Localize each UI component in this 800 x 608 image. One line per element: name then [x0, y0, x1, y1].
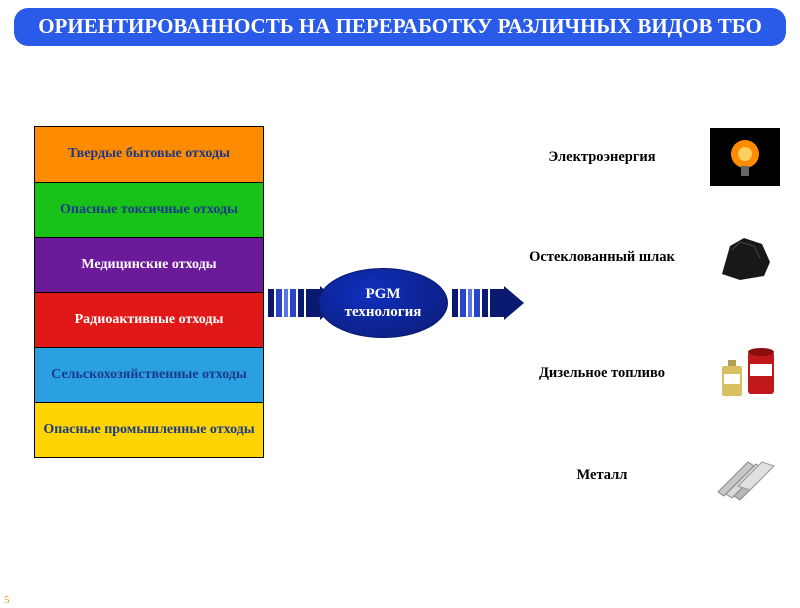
- output-icon-slag: [710, 228, 780, 286]
- page-number: 5: [4, 594, 10, 606]
- output-icon-fuel: [710, 344, 780, 402]
- bulb-icon: [710, 128, 780, 186]
- title-banner: ОРИЕНТИРОВАННОСТЬ НА ПЕРЕРАБОТКУ РАЗЛИЧН…: [14, 8, 786, 46]
- output-row-1: Остеклованный шлак: [500, 222, 780, 292]
- input-row-0: Твердые бытовые отходы: [35, 127, 263, 182]
- output-icon-metal: [710, 446, 780, 504]
- input-row-5: Опасные промышленные отходы: [35, 402, 263, 457]
- metal-icon: [710, 446, 780, 504]
- fuel-icon: [710, 344, 780, 402]
- output-label-3: Металл: [500, 467, 710, 484]
- input-row-3: Радиоактивные отходы: [35, 292, 263, 347]
- output-label-0: Электроэнергия: [500, 149, 710, 166]
- input-row-1: Опасные токсичные отходы: [35, 182, 263, 237]
- output-label-1: Остеклованный шлак: [500, 249, 710, 266]
- page-title: ОРИЕНТИРОВАННОСТЬ НА ПЕРЕРАБОТКУ РАЗЛИЧН…: [24, 14, 776, 38]
- output-row-3: Металл: [500, 440, 780, 510]
- slag-icon: [710, 228, 780, 286]
- output-label-2: Дизельное топливо: [500, 365, 710, 382]
- output-icon-bulb: [710, 128, 780, 186]
- center-label-1: PGM: [366, 286, 401, 302]
- inputs-column: Твердые бытовые отходыОпасные токсичные …: [34, 126, 264, 458]
- center-node-pgm: PGM технология: [318, 268, 448, 338]
- input-row-2: Медицинские отходы: [35, 237, 263, 292]
- center-label-2: технология: [345, 304, 422, 320]
- input-row-4: Сельскохозяйственные отходы: [35, 347, 263, 402]
- output-row-2: Дизельное топливо: [500, 338, 780, 408]
- diagram-stage: Твердые бытовые отходыОпасные токсичные …: [0, 98, 800, 608]
- output-row-0: Электроэнергия: [500, 122, 780, 192]
